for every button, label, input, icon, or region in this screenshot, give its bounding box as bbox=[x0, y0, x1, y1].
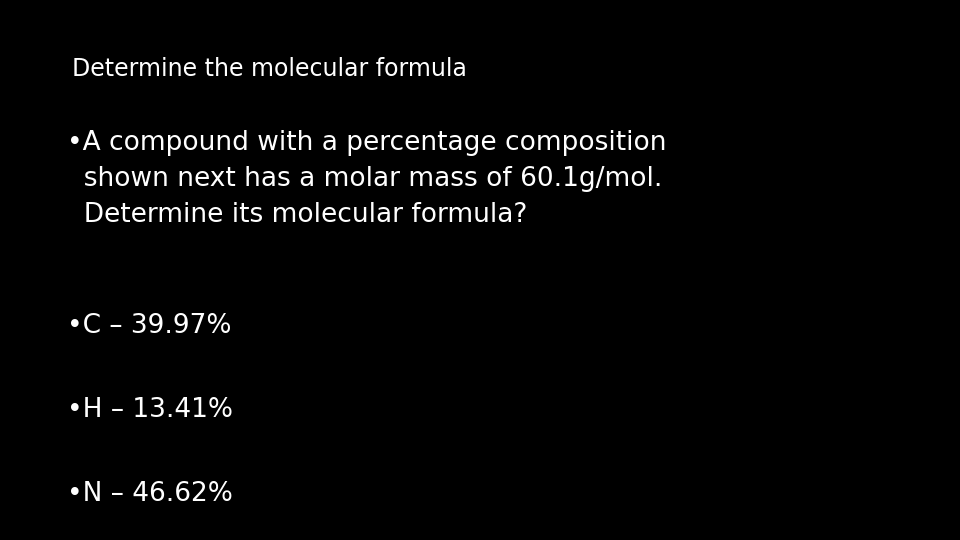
Text: •A compound with a percentage composition
  shown next has a molar mass of 60.1g: •A compound with a percentage compositio… bbox=[67, 130, 666, 227]
Text: Determine the molecular formula: Determine the molecular formula bbox=[72, 57, 467, 80]
Text: •H – 13.41%: •H – 13.41% bbox=[67, 397, 233, 423]
Text: •C – 39.97%: •C – 39.97% bbox=[67, 313, 231, 339]
Text: •N – 46.62%: •N – 46.62% bbox=[67, 481, 233, 507]
